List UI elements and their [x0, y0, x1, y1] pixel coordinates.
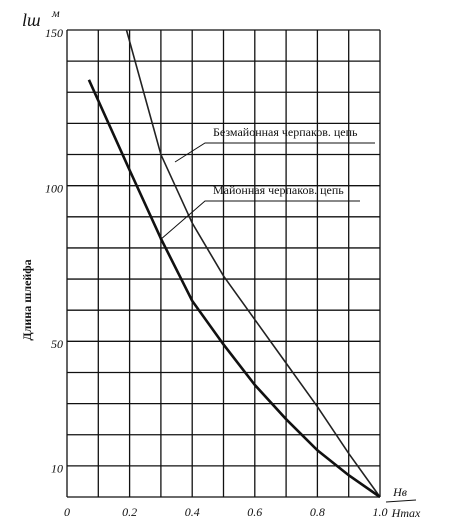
- curve: [87, 79, 381, 499]
- y-tick-label: 100: [45, 181, 63, 195]
- y-tick-label: 10: [51, 462, 63, 476]
- y-tick-label: 150: [45, 26, 63, 40]
- x-tick-label: 0.8: [310, 505, 325, 519]
- y-axis-label: Длина шлейфа: [20, 259, 34, 340]
- y-symbol: lш: [22, 10, 41, 30]
- y-unit: м: [51, 6, 60, 20]
- x-label-numerator: Hв: [392, 485, 407, 499]
- series-annotation: Безмайонная черпаков. цепь: [213, 125, 358, 139]
- x-tick-label: 1.0: [373, 505, 388, 519]
- x-tick-label: 0.4: [185, 505, 200, 519]
- fraction-line: [385, 499, 417, 503]
- x-tick-label: 0: [64, 505, 70, 519]
- series-annotation: Майонная черпаков. цепь: [213, 183, 344, 197]
- x-label-denominator: Hmax: [391, 506, 421, 520]
- curve: [125, 29, 381, 498]
- y-tick-label: 50: [51, 337, 63, 351]
- leader-line: [159, 200, 360, 241]
- leader-line: [174, 142, 375, 163]
- x-tick-label: 0.2: [122, 505, 137, 519]
- x-tick-label: 0.6: [247, 505, 262, 519]
